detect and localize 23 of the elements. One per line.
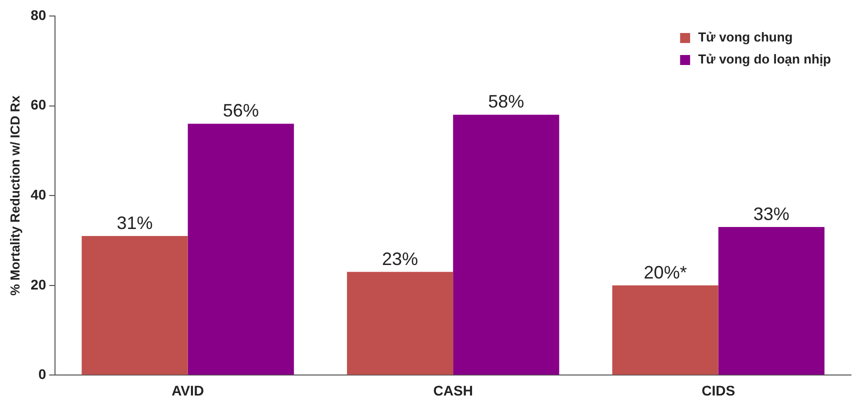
- y-tick-label: 20: [30, 276, 46, 292]
- y-tick-label: 0: [38, 366, 46, 382]
- bar: [82, 236, 188, 375]
- data-label: 23%: [382, 248, 418, 269]
- bar: [612, 285, 718, 375]
- bar: [188, 124, 294, 375]
- y-tick-label: 40: [30, 186, 46, 202]
- y-tick-label: 80: [30, 6, 46, 23]
- x-tick-label: CIDS: [702, 382, 736, 398]
- y-axis-title: % Mortality Reduction w/ ICD Rx: [7, 94, 22, 296]
- y-tick-label: 60: [30, 96, 46, 113]
- data-label: 33%: [753, 204, 790, 224]
- bar: [718, 227, 824, 375]
- x-tick-label: CASH: [433, 382, 473, 398]
- data-label: 58%: [488, 92, 524, 112]
- x-tick-label: AVID: [172, 382, 204, 398]
- bar: [346, 272, 454, 375]
- legend-label: Tử vong do loạn nhịp: [698, 52, 832, 67]
- bar: [453, 114, 560, 375]
- data-label: 20%*: [644, 262, 687, 282]
- data-label: 31%: [116, 212, 153, 233]
- legend-label: Tử vong chung: [698, 30, 793, 45]
- data-label: 56%: [222, 100, 259, 121]
